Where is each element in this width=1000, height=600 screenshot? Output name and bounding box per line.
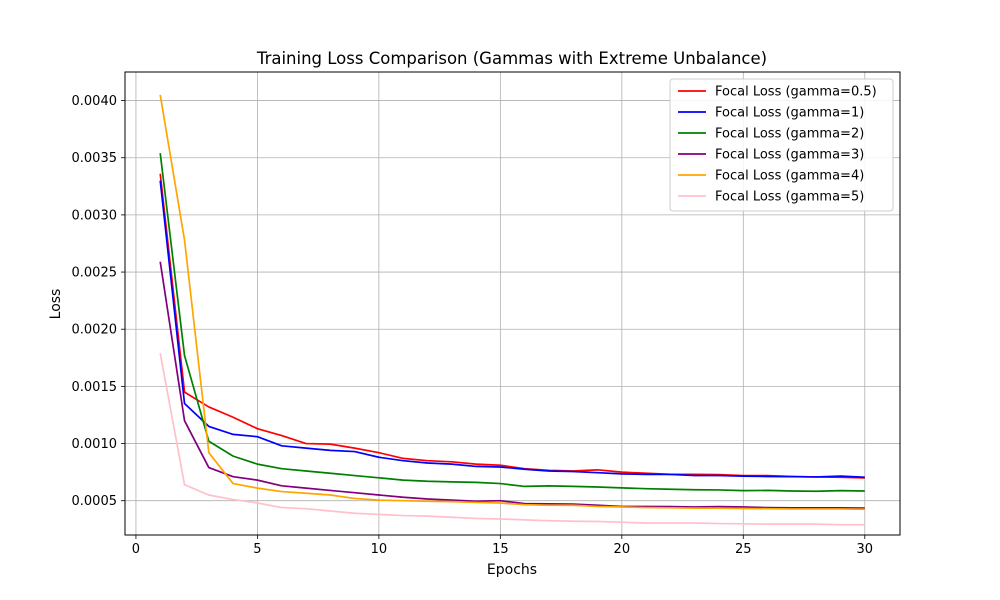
y-tick-label: 0.0020: [72, 323, 118, 338]
y-tick-label: 0.0040: [72, 94, 118, 109]
legend-label: Focal Loss (gamma=4): [715, 169, 864, 184]
series-line-4: [159, 261, 865, 509]
y-axis-title: Loss: [48, 289, 64, 320]
series-line-5: [159, 94, 865, 511]
y-tick-label: 0.0015: [72, 380, 118, 395]
x-tick-label: 10: [371, 542, 388, 557]
x-tick-label: 20: [614, 542, 631, 557]
series-line-6: [159, 353, 865, 526]
axis-ticks: 0 5 10 15 20 25 30 0.0005 0.0010 0.0015 0.0020 0.00…: [72, 94, 874, 557]
legend: Focal Loss (gamma=0.5) Focal Loss (gamma=…: [669, 78, 894, 212]
legend-label: Focal Loss (gamma=3): [715, 148, 864, 163]
y-tick-label: 0.0010: [72, 437, 118, 452]
legend-label: Focal Loss (gamma=1): [715, 106, 864, 121]
legend-label: Focal Loss (gamma=0.5): [715, 85, 877, 100]
chart-title: Training Loss Comparison (Gammas with Ex…: [256, 49, 767, 68]
legend-label: Focal Loss (gamma=2): [715, 127, 864, 142]
y-tick-label: 0.0035: [72, 151, 118, 166]
legend-label: Focal Loss (gamma=5): [715, 190, 864, 205]
x-tick-label: 15: [492, 542, 509, 557]
y-tick-label: 0.0030: [72, 208, 118, 223]
x-tick-label: 5: [253, 542, 261, 557]
grid-lines: [125, 72, 900, 535]
x-tick-label: 0: [132, 542, 140, 557]
x-tick-label: 30: [856, 542, 873, 557]
y-tick-label: 0.0025: [72, 266, 118, 281]
legend-box: [669, 78, 894, 212]
plot-frame: [124, 71, 901, 536]
series-line-3: [159, 153, 865, 493]
series-line-2: [159, 180, 865, 479]
x-tick-label: 25: [735, 542, 752, 557]
y-tick-label: 0.0005: [72, 494, 118, 509]
series-lines: [159, 94, 865, 526]
x-axis-title: Epochs: [487, 562, 537, 578]
